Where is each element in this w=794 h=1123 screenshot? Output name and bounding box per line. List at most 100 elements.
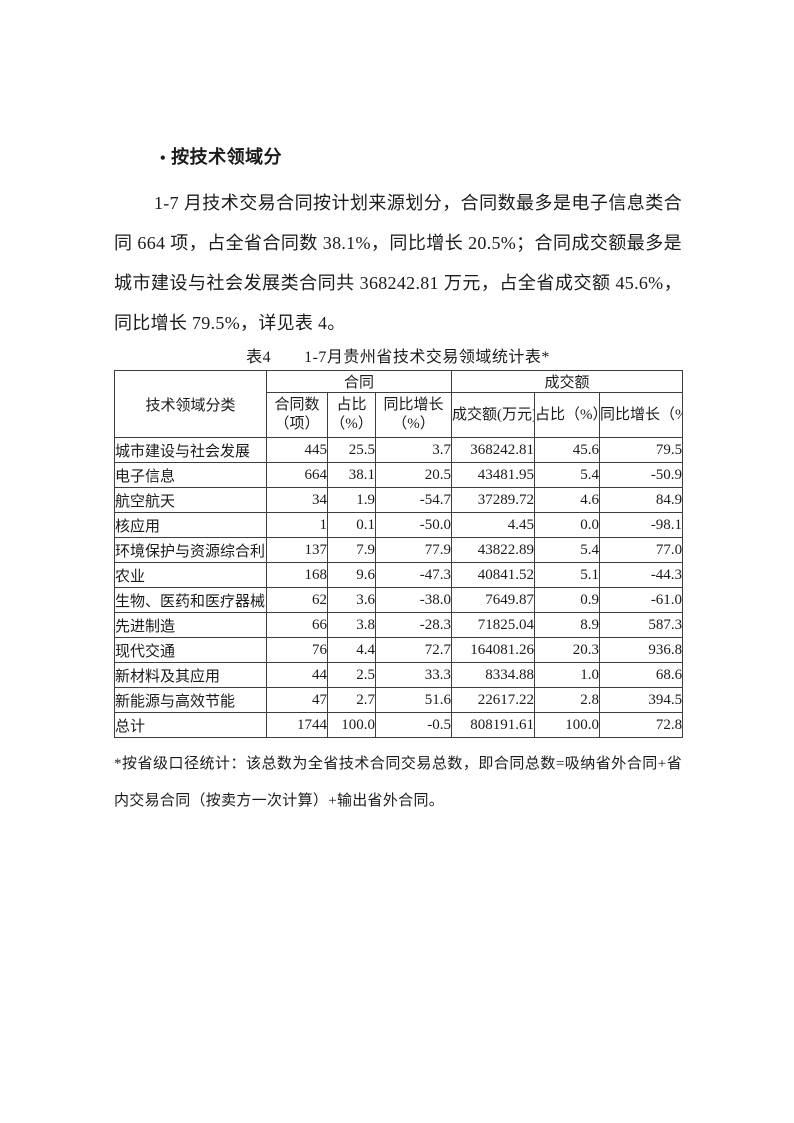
header-category: 技术领域分类 — [114, 370, 267, 438]
cell-value: 20.5 — [374, 462, 453, 488]
header-group-contract: 合同 — [265, 370, 453, 393]
cell-value: 62 — [266, 587, 328, 613]
cell-category: 总计 — [114, 712, 267, 738]
cell-value: 1744 — [266, 712, 328, 738]
cell-category: 城市建设与社会发展 — [114, 437, 267, 463]
cell-value: 34 — [266, 487, 328, 513]
cell-value: 76 — [266, 637, 328, 663]
cell-value: -61.0 — [599, 587, 684, 613]
section-heading: • 按技术领域分 — [114, 144, 682, 172]
cell-value: -44.3 — [599, 562, 684, 588]
cell-value: 25.5 — [327, 437, 376, 463]
cell-category: 新材料及其应用 — [114, 662, 267, 688]
cell-value: 7649.87 — [451, 587, 536, 613]
cell-value: 66 — [266, 612, 328, 638]
cell-category: 电子信息 — [114, 462, 267, 488]
table-footnote: *按省级口径统计：该总数为全省技术合同交易总数，即合同总数=吸纳省外合同+省内交… — [114, 756, 682, 809]
header-sub-row: 合同数（项） 占比（%） 同比增长（%） 成交额(万元) 占比（%） 同比增长（… — [115, 392, 684, 438]
cell-value: 43481.95 — [451, 462, 536, 488]
cell-value: 7.9 — [327, 537, 376, 563]
cell-value: 51.6 — [374, 687, 453, 713]
header-line: 成交额(万元) — [452, 406, 535, 423]
cell-category: 现代交通 — [114, 637, 267, 663]
table-row: 核应用 1 0.1 -50.0 4.45 0.0 -98.1 — [114, 512, 684, 538]
cell-value: 164081.26 — [451, 637, 536, 663]
header-amount-share: 占比（%） — [534, 392, 601, 438]
cell-value: 445 — [266, 437, 328, 463]
cell-value: 38.1 — [327, 462, 376, 488]
header-line: 同比增长（%） — [600, 406, 682, 423]
cell-value: 84.9 — [599, 487, 684, 513]
header-line: （%） — [392, 416, 435, 432]
cell-value: 1.0 — [534, 662, 601, 688]
cell-value: 79.5 — [599, 437, 684, 463]
cell-value: -47.3 — [374, 562, 453, 588]
cell-value: -98.1 — [599, 512, 684, 538]
table-title: 表4 1-7月贵州省技术交易领域统计表* — [246, 349, 550, 366]
cell-value: 47 — [266, 687, 328, 713]
cell-value: 4.6 — [534, 487, 601, 513]
cell-value: -28.3 — [374, 612, 453, 638]
table-row: 生物、医药和医疗器械 62 3.6 -38.0 7649.87 0.9 -61.… — [114, 587, 684, 613]
header-amount: 成交额(万元) — [451, 392, 536, 438]
cell-value: 44 — [266, 662, 328, 688]
header-line: 同比增长 — [383, 397, 444, 413]
table-row: 新材料及其应用 44 2.5 33.3 8334.88 1.0 68.6 — [114, 662, 684, 688]
table-row: 先进制造 66 3.8 -28.3 71825.04 8.9 587.3 — [114, 612, 684, 638]
header-contract-share: 占比 （%） — [327, 392, 376, 438]
cell-value: 3.7 — [374, 437, 453, 463]
cell-value: 2.8 — [534, 687, 601, 713]
cell-value: 137 — [266, 537, 328, 563]
stats-table: 技术领域分类 合同 成交额 合同数 （项） 占比 （%） 同比增长 （%） 成交额(万… — [114, 370, 684, 738]
cell-value: 9.6 — [327, 562, 376, 588]
cell-value: -50.0 — [374, 512, 453, 538]
table-row: 城市建设与社会发展 445 25.5 3.7 368242.81 45.6 79… — [114, 437, 684, 463]
cell-value: 8334.88 — [451, 662, 536, 688]
header-line: 占比 — [336, 397, 367, 413]
header-line: （项） — [274, 416, 320, 432]
cell-value: -0.5 — [374, 712, 453, 738]
cell-value: -54.7 — [374, 487, 453, 513]
table-row: 农业 168 9.6 -47.3 40841.52 5.1 -44.3 — [114, 562, 684, 588]
cell-value: 0.9 — [534, 587, 601, 613]
section-heading-text: 按技术领域分 — [171, 147, 283, 167]
table-row: 环境保护与资源综合利用 137 7.9 77.9 43822.89 5.4 77… — [114, 537, 684, 563]
header-group-row: 技术领域分类 合同 成交额 — [114, 370, 684, 438]
cell-value: 2.5 — [327, 662, 376, 688]
cell-value: 20.3 — [534, 637, 601, 663]
page: • 按技术领域分 1-7 月技术交易合同按计划来源划分，合同数最多是电子信息类合同… — [114, 0, 684, 820]
cell-value: 33.3 — [374, 662, 453, 688]
cell-value: 0.1 — [327, 512, 376, 538]
cell-category: 航空航天 — [114, 487, 267, 513]
cell-value: 2.7 — [327, 687, 376, 713]
cell-value: 5.4 — [534, 462, 601, 488]
cell-value: -38.0 — [374, 587, 453, 613]
header-amount-yoy: 同比增长（%） — [599, 392, 684, 438]
cell-value: 45.6 — [534, 437, 601, 463]
cell-value: 936.8 — [599, 637, 684, 663]
cell-category: 农业 — [114, 562, 267, 588]
cell-value: 1.9 — [327, 487, 376, 513]
cell-category: 生物、医药和医疗器械 — [114, 587, 267, 613]
cell-value: 37289.72 — [451, 487, 536, 513]
cell-value: 43822.89 — [451, 537, 536, 563]
header-contract-yoy: 同比增长 （%） — [374, 392, 453, 438]
table-row: 现代交通 76 4.4 72.7 164081.26 20.3 936.8 — [114, 637, 684, 663]
cell-value: 4.4 — [327, 637, 376, 663]
cell-value: 5.4 — [534, 537, 601, 563]
cell-value: -50.9 — [599, 462, 684, 488]
table-row: 电子信息 664 38.1 20.5 43481.95 5.4 -50.9 — [114, 462, 684, 488]
header-group-amount: 成交额 — [451, 370, 684, 393]
cell-value: 77.9 — [374, 537, 453, 563]
cell-value: 68.6 — [599, 662, 684, 688]
table-row: 航空航天 34 1.9 -54.7 37289.72 4.6 84.9 — [114, 487, 684, 513]
cell-value: 1 — [266, 512, 328, 538]
cell-value: 664 — [266, 462, 328, 488]
cell-value: 77.0 — [599, 537, 684, 563]
cell-value: 72.8 — [599, 712, 684, 738]
cell-category: 先进制造 — [114, 612, 267, 638]
header-line: （%） — [330, 416, 373, 432]
cell-value: 40841.52 — [451, 562, 536, 588]
table-row: 新能源与高效节能 47 2.7 51.6 22617.22 2.8 394.5 — [114, 687, 684, 713]
cell-value: 100.0 — [534, 712, 601, 738]
